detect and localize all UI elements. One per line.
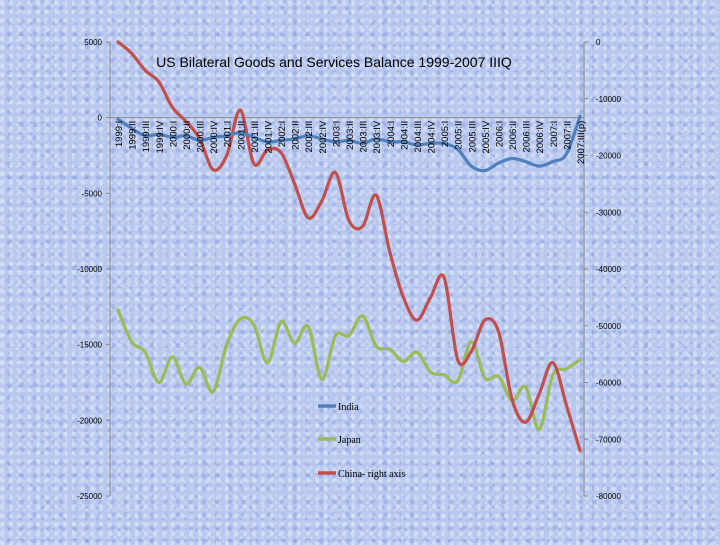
left-tick-label: -25000: [77, 492, 102, 501]
category-label: 2004:I: [386, 121, 397, 147]
category-label: 2006:I: [494, 121, 505, 147]
right-tick-label: -50000: [596, 322, 621, 331]
category-label: 2005:I: [440, 121, 451, 147]
left-tick-label: -15000: [77, 341, 102, 350]
category-label: 2005:II: [454, 121, 465, 150]
right-tick-label: -70000: [596, 435, 621, 444]
category-label: 2003:IV: [372, 120, 383, 153]
legend: India Japan China- right axis: [318, 402, 405, 480]
left-tick-label: -20000: [77, 416, 102, 425]
category-label: 2000:IV: [209, 120, 220, 153]
right-tick-label: -30000: [596, 208, 621, 217]
category-label: 2003:III: [359, 121, 370, 153]
category-label: 2004:III: [413, 121, 424, 153]
category-label: 2007:I: [549, 121, 560, 147]
left-tick-label: 0: [98, 114, 103, 123]
left-axis-ticks: 5000 0 -5000 -10000 -15000 -20000 -25000: [77, 38, 110, 501]
category-label: 2002:IV: [318, 120, 329, 153]
right-tick-label: -20000: [596, 152, 621, 161]
chart-title: US Bilateral Goods and Services Balance …: [156, 54, 512, 70]
series-line-india: [116, 114, 582, 173]
category-label: 2001:II: [236, 121, 247, 150]
category-label: 2007:III(p): [576, 121, 587, 164]
right-tick-label: -60000: [596, 379, 621, 388]
right-tick-label: 0: [596, 38, 601, 47]
category-label: 2007:II: [562, 121, 573, 150]
category-label: 2002:II: [291, 121, 302, 150]
category-label: 2003:II: [345, 121, 356, 150]
category-label: 2000:III: [195, 121, 206, 153]
category-label: 2002:I: [277, 121, 288, 147]
category-label: 2006:III: [522, 121, 533, 153]
category-label: 2000:I: [168, 121, 179, 147]
category-label: 2000:II: [182, 121, 193, 150]
category-label: 2001:III: [250, 121, 261, 153]
category-label: 2004:IV: [426, 120, 437, 153]
category-label: 2001:I: [223, 121, 234, 147]
category-label: 2006:IV: [535, 120, 546, 153]
category-label: 1999:IV: [155, 120, 166, 153]
right-axis-ticks: 0 -10000 -20000 -30000 -40000 -50000 -60000 -70…: [584, 38, 621, 501]
category-label: 2002:III: [304, 121, 315, 153]
plot-area: [110, 42, 584, 496]
series-layer: [116, 40, 582, 453]
left-tick-label: -10000: [77, 265, 102, 274]
left-tick-label: 5000: [84, 38, 102, 47]
right-tick-label: -80000: [596, 492, 621, 501]
legend-label: Japan: [338, 435, 361, 446]
legend-label: China- right axis: [338, 469, 405, 480]
series-line-japan: [116, 308, 582, 432]
right-tick-label: -10000: [596, 95, 621, 104]
category-label: 2001:IV: [263, 120, 274, 153]
category-label: 2005:III: [467, 121, 478, 153]
category-labels: 1999:I 1999:II 1999:III 1999:IV 2000:I 2000:I…: [114, 120, 587, 164]
category-label: 2006:II: [508, 121, 519, 150]
category-label: 1999:II: [128, 121, 139, 150]
category-label: 2005:IV: [481, 120, 492, 153]
category-label: 2003:I: [331, 121, 342, 147]
legend-label: India: [338, 402, 359, 413]
right-tick-label: -40000: [596, 265, 621, 274]
category-label: 2004:II: [399, 121, 410, 150]
series-line-china-right-axis: [116, 40, 582, 453]
left-tick-label: -5000: [82, 189, 103, 198]
category-label: 1999:III: [141, 121, 152, 153]
category-label: 1999:I: [114, 121, 125, 147]
